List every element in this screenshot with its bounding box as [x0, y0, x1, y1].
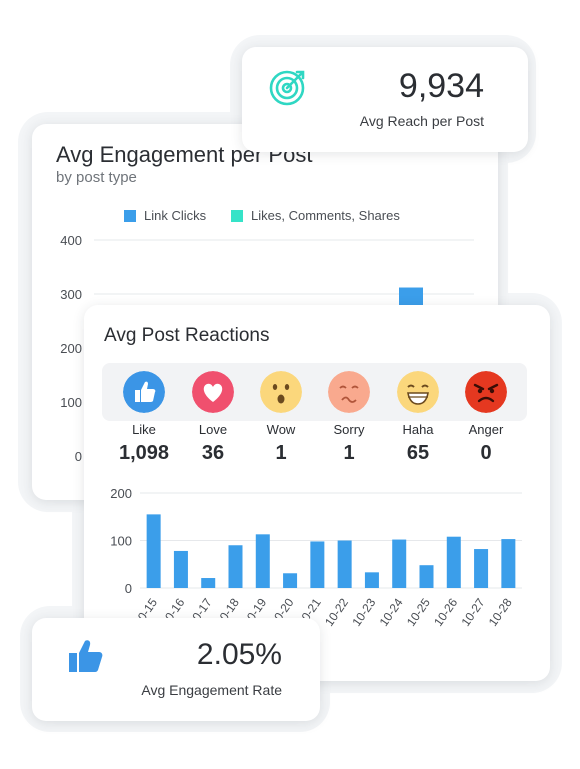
x-tick-label: 10-27	[458, 595, 487, 628]
angry-face-icon	[465, 371, 507, 413]
bar-10-23	[364, 572, 379, 588]
avg-reach-card: 9,934 Avg Reach per Post	[242, 47, 528, 152]
engagement-subtitle: by post type	[56, 169, 137, 186]
sad-face-icon	[328, 371, 370, 413]
bar-10-20	[283, 573, 298, 588]
x-tick-label: 10-24	[377, 595, 406, 628]
y-tick-label: 300	[60, 287, 82, 302]
reaction-value-wow: 1	[275, 442, 287, 464]
bar-10-18	[228, 545, 243, 588]
engagement-rate-label: Avg Engagement Rate	[141, 682, 282, 698]
bar-10-17	[201, 578, 216, 588]
y-tick-label: 200	[110, 486, 132, 501]
reaction-value-like: 1,098	[118, 442, 170, 464]
reaction-value-sorry: 1	[343, 442, 355, 464]
legend-item-likes-comments-shares[interactable]: Likes, Comments, Shares	[231, 208, 400, 223]
y-tick-label: 100	[110, 534, 132, 549]
target-icon	[269, 70, 305, 106]
engagement-rate-value: 2.05%	[196, 638, 282, 671]
like-icon	[123, 371, 165, 413]
bar-10-24	[392, 539, 407, 588]
bar-10-26	[446, 536, 461, 588]
bar-10-22	[337, 540, 352, 588]
bar-10-15	[146, 514, 161, 588]
avg-engagement-rate-card: 2.05% Avg Engagement Rate	[32, 618, 320, 721]
bar-10-16	[173, 550, 188, 588]
legend-label: Link Clicks	[144, 208, 207, 223]
bar-10-21	[310, 541, 325, 588]
x-tick-label: 10-22	[322, 595, 351, 628]
legend-item-link-clicks[interactable]: Link Clicks	[124, 208, 206, 223]
laughing-face-icon	[397, 371, 439, 413]
reaction-label-haha: Haha	[402, 422, 434, 437]
bar-10-25	[419, 565, 434, 588]
legend-swatch	[231, 209, 243, 222]
heart-icon	[192, 371, 234, 413]
reaction-label-love: Love	[198, 422, 228, 437]
reaction-label-wow: Wow	[266, 422, 296, 437]
legend-label: Likes, Comments, Shares	[251, 208, 400, 223]
reach-label: Avg Reach per Post	[359, 113, 484, 129]
reaction-value-haha: 65	[406, 442, 430, 464]
y-tick-label: 100	[60, 395, 82, 410]
avg-post-reactions-card: Avg Post Reactions	[84, 305, 550, 681]
reach-value: 9,934	[398, 67, 484, 105]
y-tick-label: 400	[60, 233, 82, 248]
reaction-value-anger: 0	[480, 442, 492, 464]
emoji-band	[102, 363, 527, 421]
y-tick-label: 0	[125, 581, 132, 596]
x-tick-label: 10-23	[349, 595, 378, 628]
y-tick-label: 0	[75, 449, 82, 464]
x-tick-label: 10-26	[431, 595, 460, 628]
y-tick-label: 200	[60, 341, 82, 356]
thumbs-up-icon	[69, 640, 103, 672]
wow-face-icon	[260, 371, 302, 413]
legend-swatch	[124, 209, 136, 222]
reaction-label-like: Like	[132, 422, 156, 437]
reactions-title: Avg Post Reactions	[104, 325, 270, 346]
x-tick-label: 10-25	[404, 595, 433, 628]
bar-10-19	[255, 534, 270, 588]
bar-10-28	[501, 539, 516, 588]
reaction-value-love: 36	[201, 442, 225, 464]
x-tick-label: 10-28	[486, 595, 515, 628]
reaction-label-sorry: Sorry	[333, 422, 365, 437]
reaction-label-anger: Anger	[468, 422, 504, 437]
bar-10-27	[474, 549, 489, 588]
